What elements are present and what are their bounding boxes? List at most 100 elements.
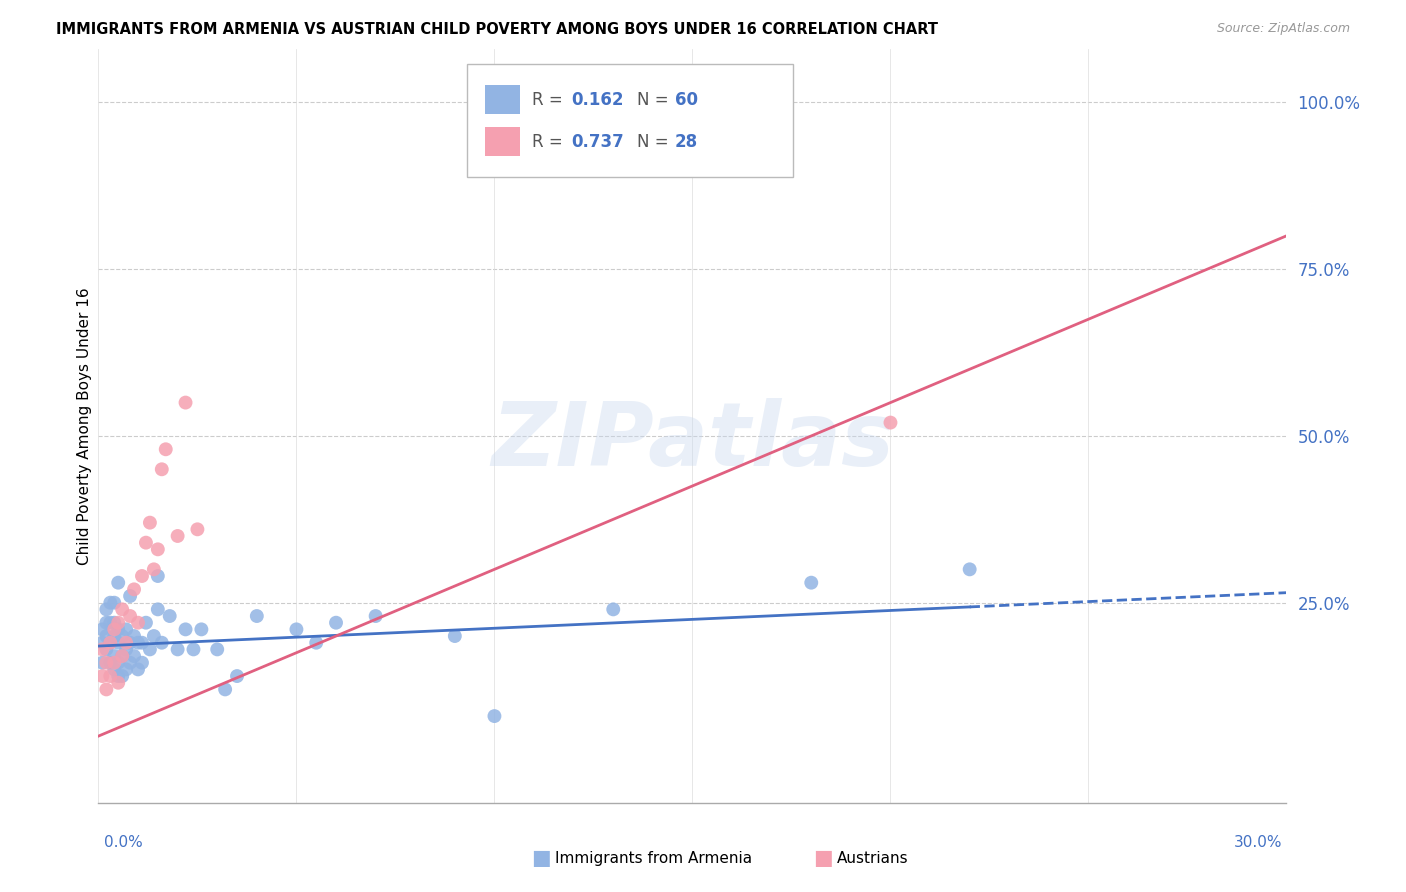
- Point: [146, 569, 169, 583]
- Point: [107, 615, 129, 630]
- Point: [183, 642, 205, 657]
- Point: [131, 636, 153, 650]
- FancyBboxPatch shape: [485, 86, 520, 114]
- Point: [166, 642, 188, 657]
- Point: [135, 615, 157, 630]
- Point: [120, 609, 142, 624]
- Text: ■: ■: [813, 848, 832, 868]
- Point: [146, 602, 169, 616]
- Point: [135, 535, 157, 549]
- Point: [120, 636, 142, 650]
- Text: Austrians: Austrians: [837, 851, 908, 865]
- Point: [146, 542, 169, 557]
- Point: [103, 615, 125, 630]
- Point: [127, 662, 149, 676]
- Text: Immigrants from Armenia: Immigrants from Armenia: [555, 851, 752, 865]
- Point: [107, 636, 129, 650]
- Point: [96, 682, 118, 697]
- Point: [150, 462, 173, 476]
- Point: [139, 642, 162, 657]
- Text: IMMIGRANTS FROM ARMENIA VS AUSTRIAN CHILD POVERTY AMONG BOYS UNDER 16 CORRELATIO: IMMIGRANTS FROM ARMENIA VS AUSTRIAN CHIL…: [56, 22, 938, 37]
- Point: [98, 669, 121, 683]
- Point: [127, 636, 149, 650]
- Point: [305, 636, 328, 650]
- Point: [103, 648, 125, 663]
- Point: [103, 623, 125, 637]
- Point: [107, 669, 129, 683]
- Text: Source: ZipAtlas.com: Source: ZipAtlas.com: [1216, 22, 1350, 36]
- Point: [111, 648, 134, 663]
- Point: [131, 656, 153, 670]
- Point: [166, 529, 188, 543]
- Point: [174, 623, 197, 637]
- Point: [96, 615, 118, 630]
- Text: 60: 60: [675, 91, 697, 109]
- Point: [879, 416, 901, 430]
- Point: [115, 636, 138, 650]
- Text: 30.0%: 30.0%: [1234, 836, 1282, 850]
- Text: N =: N =: [637, 133, 673, 151]
- Point: [325, 615, 347, 630]
- Point: [602, 602, 624, 616]
- Point: [142, 562, 165, 576]
- Point: [111, 648, 134, 663]
- Point: [159, 609, 181, 624]
- Point: [190, 623, 212, 637]
- Point: [107, 675, 129, 690]
- Point: [115, 642, 138, 657]
- Point: [959, 562, 981, 576]
- Text: 0.0%: 0.0%: [104, 836, 143, 850]
- Point: [98, 636, 121, 650]
- Point: [800, 575, 823, 590]
- Point: [91, 669, 114, 683]
- Point: [98, 596, 121, 610]
- Text: 0.162: 0.162: [571, 91, 624, 109]
- Text: N =: N =: [637, 91, 673, 109]
- Text: 0.737: 0.737: [571, 133, 624, 151]
- Point: [226, 669, 249, 683]
- Point: [186, 522, 208, 536]
- Point: [96, 656, 118, 670]
- Point: [122, 582, 145, 597]
- Point: [364, 609, 387, 624]
- Point: [761, 162, 783, 177]
- Point: [131, 569, 153, 583]
- Point: [103, 629, 125, 643]
- Point: [107, 623, 129, 637]
- Point: [246, 609, 269, 624]
- Point: [91, 656, 114, 670]
- Point: [103, 596, 125, 610]
- Point: [115, 662, 138, 676]
- Text: R =: R =: [531, 133, 568, 151]
- Point: [115, 623, 138, 637]
- Point: [107, 656, 129, 670]
- Point: [111, 602, 134, 616]
- Text: 28: 28: [675, 133, 697, 151]
- Point: [205, 642, 228, 657]
- Text: ZIPatlas: ZIPatlas: [491, 398, 894, 484]
- Point: [122, 629, 145, 643]
- Y-axis label: Child Poverty Among Boys Under 16: Child Poverty Among Boys Under 16: [77, 287, 91, 565]
- Point: [120, 656, 142, 670]
- Point: [96, 602, 118, 616]
- Point: [444, 629, 467, 643]
- Point: [98, 656, 121, 670]
- Point: [155, 442, 177, 457]
- Point: [103, 656, 125, 670]
- Point: [98, 615, 121, 630]
- Point: [96, 629, 118, 643]
- Point: [98, 636, 121, 650]
- Point: [96, 642, 118, 657]
- Point: [91, 642, 114, 657]
- Point: [214, 682, 236, 697]
- Point: [111, 669, 134, 683]
- Point: [285, 623, 308, 637]
- Text: ■: ■: [531, 848, 551, 868]
- Point: [484, 709, 506, 723]
- Text: R =: R =: [531, 91, 568, 109]
- Point: [107, 575, 129, 590]
- Point: [122, 648, 145, 663]
- Point: [120, 589, 142, 603]
- Point: [91, 623, 114, 637]
- Point: [150, 636, 173, 650]
